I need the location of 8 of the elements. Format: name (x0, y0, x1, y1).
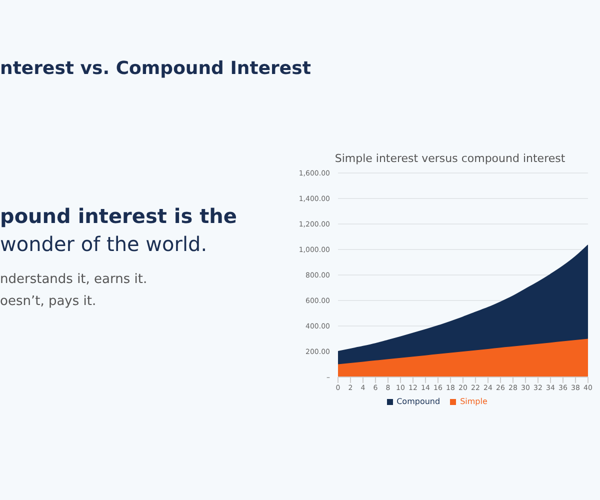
legend-label: Compound (396, 397, 440, 406)
text: nderstands it, earns it. (0, 272, 148, 287)
chart-title: Simple interest versus compound interest (334, 152, 566, 165)
text: wonder of the world. (0, 232, 208, 256)
text: nterest vs. Compound Interest (0, 58, 311, 79)
text: pound interest is the (0, 204, 237, 228)
text: oesn’t, pays it. (0, 294, 96, 309)
legend-label: Simple (460, 397, 488, 406)
